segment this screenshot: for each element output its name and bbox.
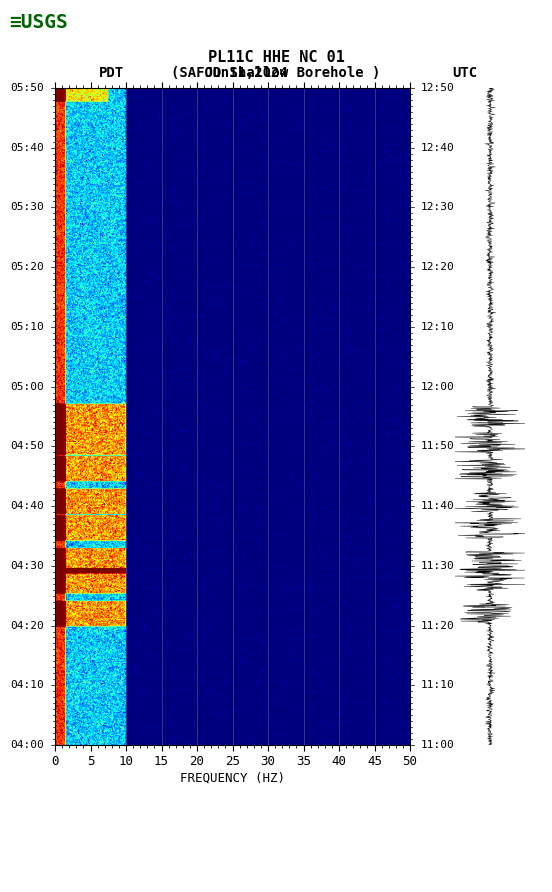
- Text: PDT: PDT: [99, 66, 125, 80]
- Text: 11:00: 11:00: [421, 740, 454, 750]
- Text: Jun11,2024: Jun11,2024: [204, 66, 288, 80]
- X-axis label: FREQUENCY (HZ): FREQUENCY (HZ): [180, 772, 285, 784]
- Text: 04:40: 04:40: [10, 501, 44, 511]
- Text: 05:20: 05:20: [10, 262, 44, 272]
- Text: 11:10: 11:10: [421, 681, 454, 690]
- Text: 12:50: 12:50: [421, 83, 454, 93]
- Text: 11:20: 11:20: [421, 621, 454, 631]
- Text: 11:50: 11:50: [421, 442, 454, 451]
- Text: 05:50: 05:50: [10, 83, 44, 93]
- Text: 05:00: 05:00: [10, 382, 44, 392]
- Text: 04:20: 04:20: [10, 621, 44, 631]
- Text: 04:00: 04:00: [10, 740, 44, 750]
- Text: 11:30: 11:30: [421, 561, 454, 571]
- Text: UTC: UTC: [453, 66, 478, 80]
- Text: (SAFOD Shallow Borehole ): (SAFOD Shallow Borehole ): [171, 66, 381, 80]
- Text: 04:10: 04:10: [10, 681, 44, 690]
- Text: 12:00: 12:00: [421, 382, 454, 392]
- Text: PL11C HHE NC 01: PL11C HHE NC 01: [208, 51, 344, 65]
- Text: 05:30: 05:30: [10, 202, 44, 212]
- Text: ≡USGS: ≡USGS: [9, 12, 67, 32]
- Text: 12:30: 12:30: [421, 202, 454, 212]
- Text: 04:30: 04:30: [10, 561, 44, 571]
- Text: 05:40: 05:40: [10, 143, 44, 153]
- Text: 11:40: 11:40: [421, 501, 454, 511]
- Text: 04:50: 04:50: [10, 442, 44, 451]
- Text: 12:20: 12:20: [421, 262, 454, 272]
- Text: 12:40: 12:40: [421, 143, 454, 153]
- Text: 05:10: 05:10: [10, 322, 44, 332]
- Text: 12:10: 12:10: [421, 322, 454, 332]
